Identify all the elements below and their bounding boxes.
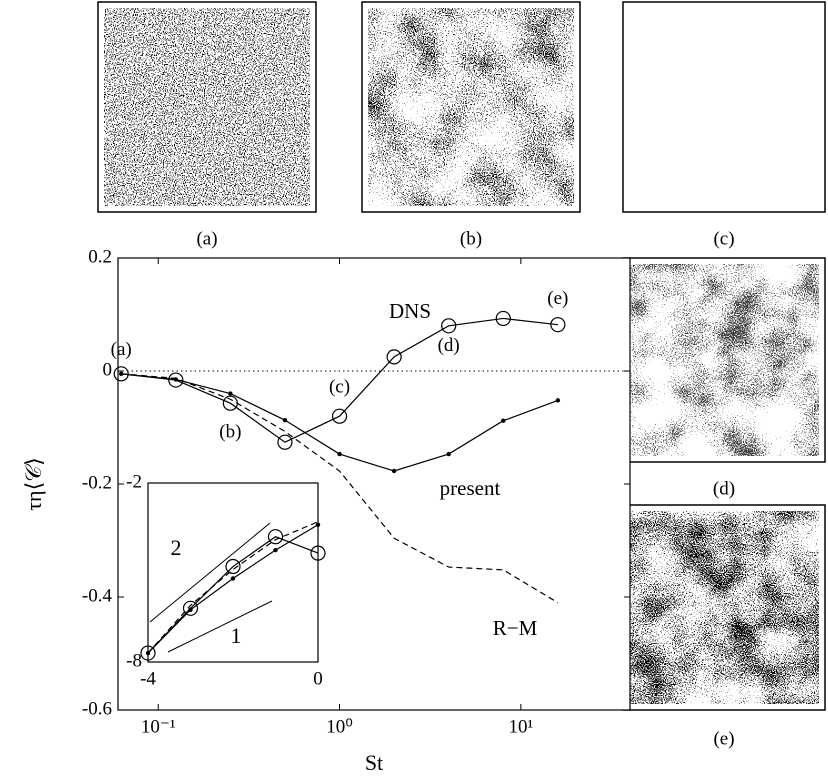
series-label: DNS	[389, 299, 431, 323]
y-tick-label: 0	[103, 359, 113, 380]
point-label: (d)	[438, 335, 460, 356]
marker	[273, 548, 277, 552]
particle-image	[368, 8, 574, 206]
figure: (a) (b) (c) (d) (e) 10⁻¹ 10⁰ 10¹ 0.2 0 -0.2 -0.4 -0.…	[0, 0, 828, 778]
particle-image	[629, 264, 819, 456]
x-tick-label: -4	[140, 668, 156, 689]
y-tick-label: -0.6	[82, 698, 112, 719]
particle-image	[629, 8, 819, 206]
y-axis-label: τη⟨𝒞⟩	[21, 457, 46, 511]
y-tick-label: -8	[126, 650, 142, 671]
panel-label: (b)	[460, 228, 482, 249]
series-label: present	[440, 476, 501, 500]
x-tick-label: 0	[313, 668, 323, 689]
x-axis-label: St	[365, 750, 383, 775]
panel-label: (d)	[713, 478, 735, 499]
marker	[337, 452, 341, 456]
particle-image	[629, 511, 819, 704]
panel-label: (c)	[713, 228, 734, 249]
x-tick-label: 10¹	[508, 716, 533, 737]
slope-label: 1	[231, 623, 242, 648]
marker	[392, 469, 396, 473]
y-tick-label: 0.2	[88, 246, 112, 267]
panel-label: (a)	[196, 228, 217, 249]
marker	[283, 418, 287, 422]
particle-panel: (a)	[98, 2, 316, 249]
inset-chart: -4 0 -2 -8 2 1	[126, 471, 325, 689]
y-tick-label: -0.4	[82, 585, 113, 606]
point-label: (c)	[329, 377, 350, 398]
y-tick-label: -0.2	[82, 472, 112, 493]
particle-panel: (b)	[362, 2, 580, 249]
marker	[556, 398, 560, 402]
marker	[231, 576, 235, 580]
y-tick-label: -2	[126, 471, 142, 492]
marker	[188, 608, 192, 612]
x-tick-label: 10⁰	[326, 716, 353, 737]
x-tick-label: 10⁻¹	[141, 716, 176, 737]
panel-label: (e)	[713, 728, 734, 749]
marker	[446, 452, 450, 456]
particle-panel: (e)	[623, 505, 825, 749]
particle-panel: (c)	[623, 2, 825, 249]
particle-image	[104, 8, 310, 206]
point-label: (b)	[219, 422, 241, 443]
slope-label: 2	[171, 535, 182, 560]
particle-panel: (d)	[623, 258, 825, 499]
point-label: (e)	[547, 288, 568, 309]
marker	[501, 419, 505, 423]
series-label: R−M	[493, 616, 538, 640]
point-label: (a)	[111, 339, 132, 360]
marker	[316, 523, 320, 527]
main-chart: 10⁻¹ 10⁰ 10¹ 0.2 0 -0.2 -0.4 -0.6 St τη⟨𝒞⟩ DNS pres…	[21, 246, 630, 775]
marker	[228, 391, 232, 395]
